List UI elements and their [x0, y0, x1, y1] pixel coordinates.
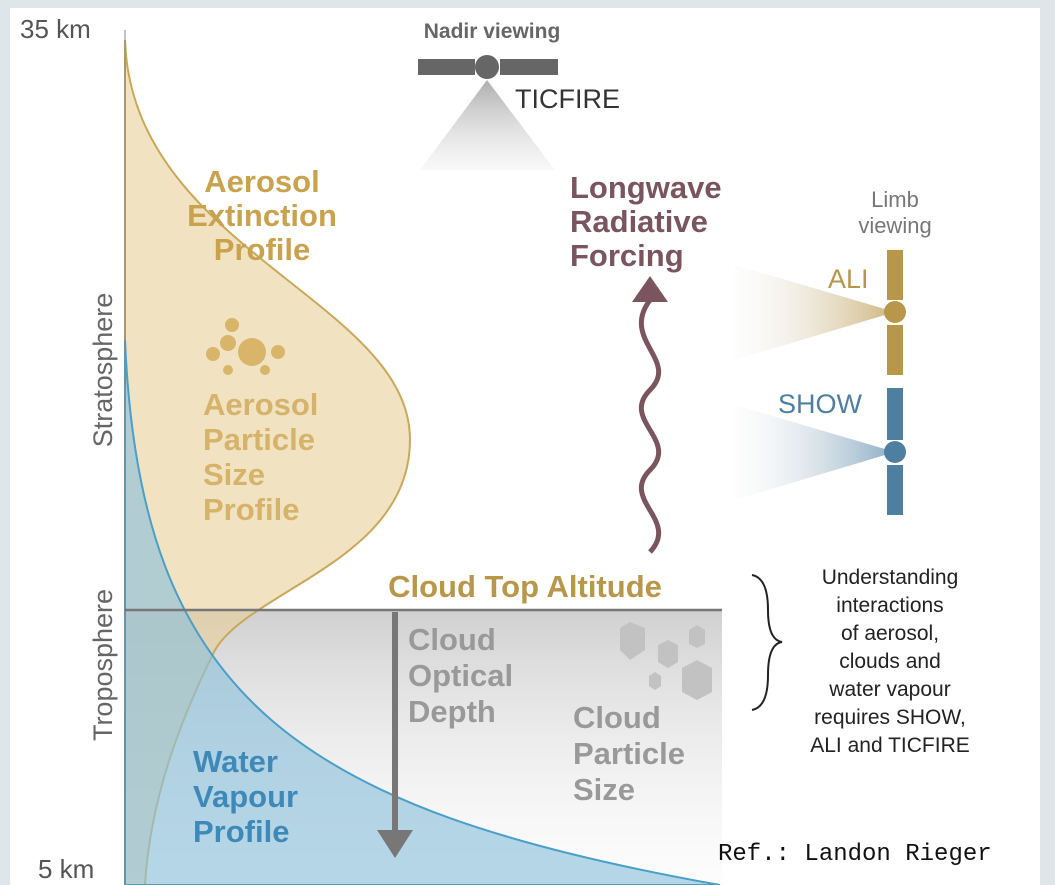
limb-heading: Limb	[871, 187, 919, 212]
optical-depth-label: Optical	[408, 658, 513, 693]
reference: Ref.: Landon Rieger	[718, 841, 992, 868]
instrument-label: ALI	[828, 264, 869, 294]
aerosol-particle-label: Aerosol	[203, 387, 318, 422]
forcing-label: Longwave	[570, 170, 722, 205]
forcing-label: Forcing	[570, 238, 684, 273]
satellite-panel	[887, 465, 903, 515]
satellite-panel	[887, 325, 903, 375]
note-line: interactions	[836, 594, 943, 617]
note-line: ALI and TICFIRE	[810, 734, 970, 757]
satellite-panel	[887, 250, 903, 300]
water-vapour-label: Profile	[193, 814, 289, 849]
aerosol-extinction-label: Extinction	[187, 198, 337, 233]
satellite-body	[884, 441, 906, 463]
particle-size-label: Particle	[573, 736, 685, 771]
layer-label: Stratosphere	[88, 293, 118, 448]
satellite-body	[884, 301, 906, 323]
water-vapour-label: Water	[193, 744, 278, 779]
aerosol-extinction-label: Profile	[214, 232, 310, 267]
satellite-panel	[887, 388, 903, 440]
altitude-label: 35 km	[20, 14, 91, 44]
aerosol-particle-label: Profile	[203, 492, 299, 527]
note-line: Understanding	[822, 566, 959, 589]
optical-depth-label: Cloud	[408, 622, 496, 657]
layer-label: Troposphere	[88, 589, 118, 741]
water-vapour-label: Vapour	[193, 779, 298, 814]
diagram: 35 km 5 km Stratosphere Troposphere Nadi…	[0, 0, 1055, 885]
note-line: requires SHOW,	[814, 706, 966, 729]
aerosol-particle-label: Size	[203, 457, 265, 492]
note-line: clouds and	[839, 650, 941, 673]
particle-size-label: Size	[573, 772, 635, 807]
satellite-panel	[500, 59, 558, 75]
forcing-label: Radiative	[570, 204, 708, 239]
satellite-body	[475, 55, 499, 79]
particle-size-label: Cloud	[573, 700, 661, 735]
note-line: water vapour	[828, 678, 950, 701]
note-line: of aerosol,	[841, 622, 939, 645]
instrument-label: TICFIRE	[515, 84, 620, 114]
page: {"axis": {"top": "35 km", "bottom": "5 k…	[0, 0, 1055, 885]
cloud-top-label: Cloud Top Altitude	[388, 569, 662, 604]
aerosol-particle-label: Particle	[203, 422, 315, 457]
aerosol-extinction-label: Aerosol	[204, 164, 319, 199]
altitude-label: 5 km	[38, 854, 94, 884]
nadir-heading: Nadir viewing	[424, 20, 561, 43]
limb-heading: viewing	[858, 213, 931, 238]
instrument-label: SHOW	[778, 389, 863, 419]
satellite-panel	[418, 59, 475, 75]
optical-depth-label: Depth	[408, 694, 496, 729]
